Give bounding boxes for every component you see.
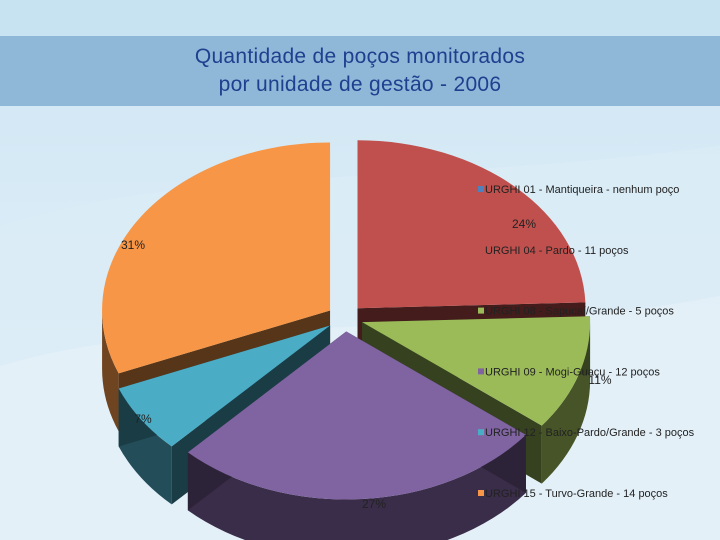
chart-title-line-2: por unidade de gestão - 2006: [218, 73, 502, 96]
pie-slice: [187, 331, 526, 500]
legend: URGHI 01 - Mantiqueira - nenhum poço URGH…: [478, 184, 695, 500]
pie-slice-side: [541, 322, 591, 484]
legend-entry: URGHI 08 - Sapucaí/Grande - 5 poços: [485, 306, 674, 318]
pie-slice: [118, 325, 331, 447]
legend-entry: URGHI 09 - Mogi-Guaçu - 12 poços: [485, 366, 660, 378]
pie-tops: [102, 140, 591, 500]
legend-entry: URGHI 01 - Mantiqueira - nenhum poço: [485, 184, 679, 196]
pie-percent-label: 24%: [512, 217, 536, 231]
pie-percent-label: 11%: [588, 373, 611, 387]
legend-entry: URGHI 04 - Pardo - 11 poços: [485, 245, 629, 257]
legend-swatch: [478, 307, 484, 314]
legend-swatch: [478, 368, 484, 375]
pie-slice: [102, 142, 331, 374]
top-strip: [0, 0, 720, 36]
legend-swatch: [478, 246, 484, 253]
chart-title-band: Quantidade de poços monitorados por unid…: [0, 36, 720, 106]
legend-swatch: [478, 490, 484, 496]
legend-entry: URGHI 15 - Turvo-Grande - 14 poços: [485, 488, 668, 500]
pie-slice: [362, 316, 591, 426]
legend-swatch: [478, 186, 484, 192]
pie-slice-side: [187, 434, 526, 540]
pie-slice-side: [102, 310, 119, 432]
pie-percent-label: 31%: [121, 238, 145, 252]
pie-percent-label: 7%: [134, 412, 152, 426]
pie-slice: [357, 140, 586, 309]
legend-entry: URGHI 12 - Baixo-Pardo/Grande - 3 poços: [485, 427, 695, 439]
pie-percent-label: 27%: [362, 497, 386, 511]
legend-swatch: [478, 429, 484, 436]
chart-title-line-1: Quantidade de poços monitorados: [194, 45, 526, 68]
